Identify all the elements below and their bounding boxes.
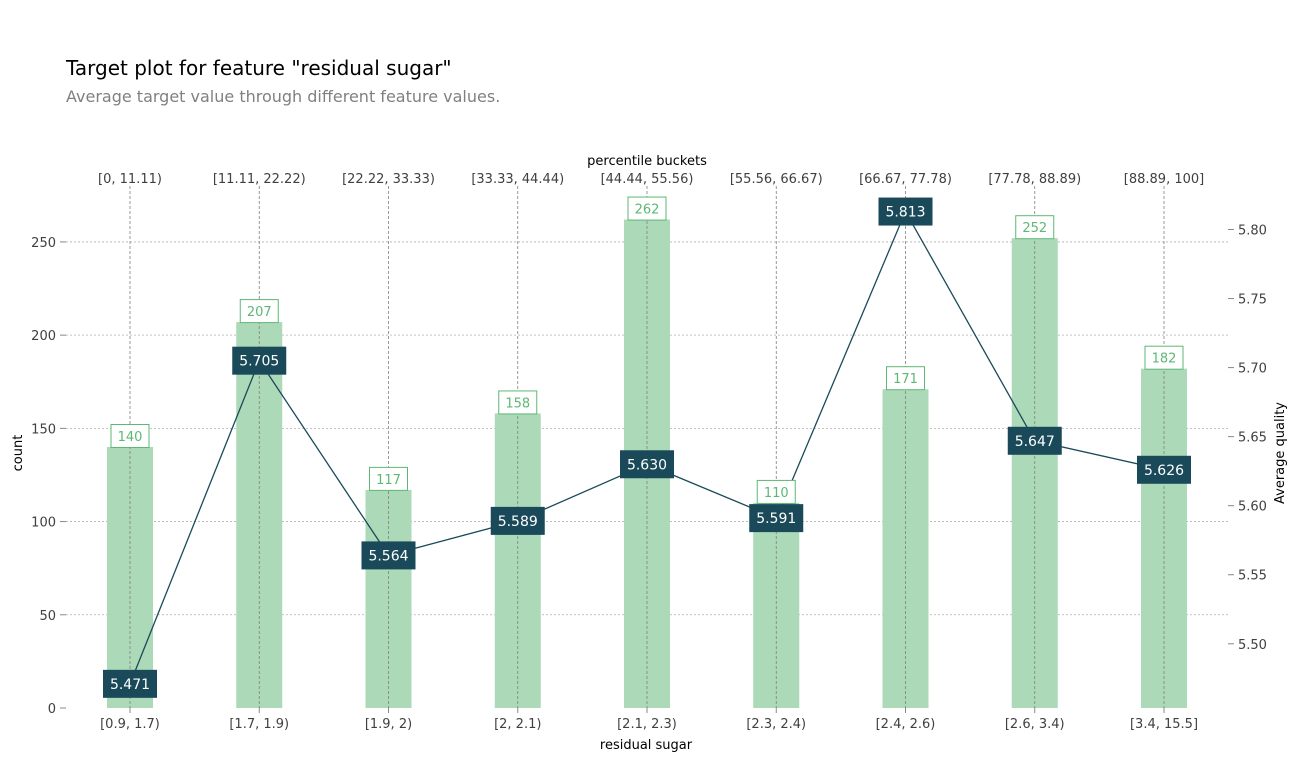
average-label: 5.630: [627, 457, 667, 473]
right-axis-label: Average quality: [1273, 402, 1288, 504]
count-label-box: [1015, 215, 1055, 240]
x-tick-label: [2.1, 2.3): [617, 717, 677, 732]
x-tick-label: [0.9, 1.7): [100, 717, 160, 732]
average-label: 5.564: [368, 548, 408, 564]
count-label: 262: [635, 203, 660, 218]
x-tick-label: [2, 2.1): [494, 717, 541, 732]
percentile-bucket-label: [66.67, 77.78): [859, 172, 952, 187]
average-label: 5.591: [756, 511, 796, 527]
average-label-box: [1137, 455, 1191, 484]
top-axis-label: percentile buckets: [587, 154, 707, 169]
percentile-bucket-label: [11.11, 22.22): [213, 172, 306, 187]
count-label: 171: [893, 372, 918, 387]
vertical-lines-layer: [129, 186, 1165, 708]
percentile-bucket-label: [88.89, 100]: [1124, 172, 1204, 187]
count-label-box: [627, 196, 667, 221]
average-label-box: [749, 504, 804, 533]
left-tick-label: 200: [31, 329, 56, 344]
left-tick-label: 100: [31, 516, 56, 531]
count-bar: [236, 322, 283, 708]
right-tick-label: 5.65: [1238, 431, 1267, 446]
count-label-box: [369, 466, 408, 491]
percentile-bucket-label: [33.33, 44.44): [471, 172, 564, 187]
right-tick-label: 5.60: [1238, 500, 1267, 515]
count-label-box: [886, 366, 925, 391]
x-tick-label: [3.4, 15.5]: [1130, 717, 1198, 732]
left-tick-label: 250: [31, 236, 56, 251]
average-label: 5.471: [110, 677, 150, 693]
right-tick-label: 5.80: [1238, 224, 1267, 239]
left-tick-label: 0: [48, 702, 56, 717]
chart-title: Target plot for feature "residual sugar": [66, 56, 452, 80]
count-label: 140: [118, 430, 143, 445]
right-tick-label: 5.50: [1238, 638, 1267, 653]
average-label-box: [490, 506, 545, 535]
left-tick-label: 150: [31, 422, 56, 437]
count-label: 207: [247, 305, 272, 320]
count-label-box: [1144, 345, 1184, 370]
average-label-box: [361, 541, 416, 570]
average-label-box: [1007, 426, 1062, 455]
count-label-box: [756, 479, 796, 504]
chart-subtitle: Average target value through different f…: [66, 87, 501, 106]
percentile-bucket-label: [55.56, 66.67): [730, 172, 823, 187]
x-tick-label: [2.3, 2.4): [746, 717, 806, 732]
count-label: 110: [764, 486, 789, 501]
count-label-box: [110, 424, 150, 448]
labels-layer: 140 207 117 158 262 110 171 252 182 5.471 5.705 5.5…: [103, 196, 1191, 698]
count-label-box: [498, 390, 538, 415]
average-label-box: [620, 450, 674, 479]
x-tick-label: [1.7, 1.9): [229, 717, 289, 732]
percentile-bucket-label: [77.78, 88.89): [988, 172, 1081, 187]
average-label: 5.705: [239, 354, 279, 370]
count-label: 182: [1152, 352, 1177, 367]
right-tick-label: 5.70: [1238, 362, 1267, 377]
average-label-box: [232, 346, 287, 375]
count-label: 252: [1022, 221, 1047, 236]
percentile-bucket-label: [22.22, 33.33): [342, 172, 435, 187]
left-tick-label: 50: [39, 609, 56, 624]
x-axis-label: residual sugar: [600, 738, 693, 753]
right-tick-label: 5.75: [1238, 293, 1267, 308]
x-tick-label: [2.4, 2.6): [876, 717, 936, 732]
average-label: 5.589: [498, 514, 538, 530]
count-label: 117: [376, 473, 401, 488]
percentile-bucket-label: [0, 11.11): [98, 172, 162, 187]
x-tick-label: [1.9, 2): [365, 717, 412, 732]
average-label-box: [878, 197, 933, 226]
average-label-box: [103, 669, 157, 698]
x-tick-label: [2.6, 3.4): [1005, 717, 1065, 732]
average-label: 5.813: [885, 205, 925, 221]
average-label: 5.647: [1015, 434, 1055, 450]
left-axis-label: count: [11, 435, 26, 472]
count-label-box: [239, 299, 279, 324]
average-label: 5.626: [1144, 463, 1184, 479]
right-tick-label: 5.55: [1238, 569, 1267, 584]
axes-layer: 0 50 100 150 200 250 count 5.50 5.55 5.60 5.65 5.70…: [11, 154, 1288, 753]
count-label: 158: [505, 396, 530, 411]
percentile-bucket-label: [44.44, 55.56): [601, 172, 694, 187]
